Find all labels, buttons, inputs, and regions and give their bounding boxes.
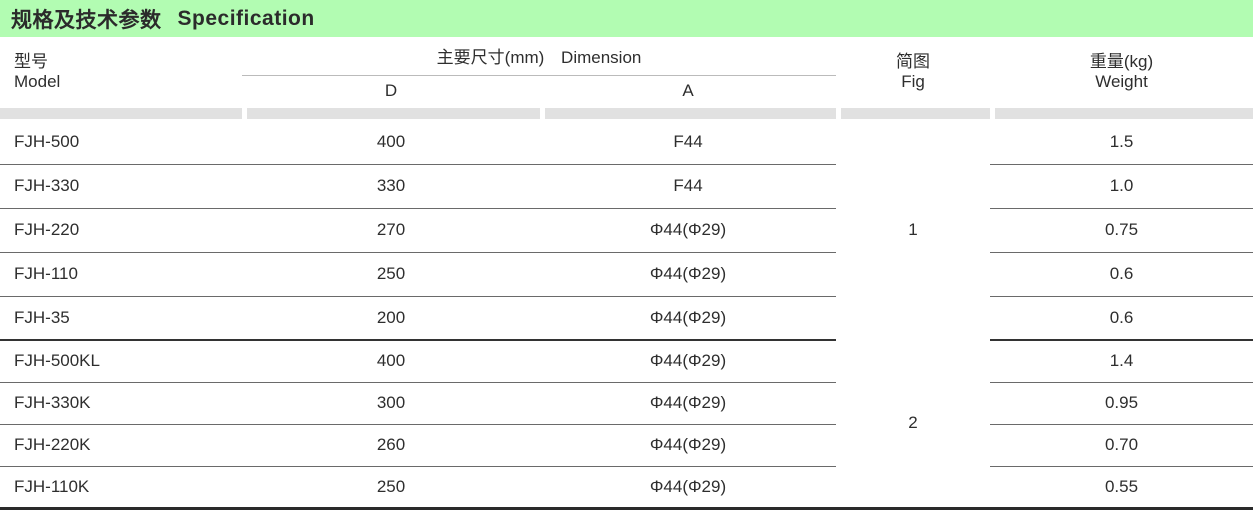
table-header: 型号 Model 主要尺寸(mm) Dimension 简图 Fig 重量(kg…: [0, 37, 1253, 120]
column-header-model-cn: 型号: [14, 52, 48, 71]
weight-cell: 1.5: [990, 120, 1253, 165]
column-header-model-en: Model: [14, 72, 61, 91]
column-header-fig: 简图 Fig: [836, 37, 990, 107]
column-header-model: 型号 Model: [0, 37, 242, 107]
column-header-dimension: 主要尺寸(mm) Dimension: [242, 37, 837, 76]
column-header-a: A: [682, 81, 694, 101]
model-cell: FJH-35: [0, 296, 242, 341]
divider-segment: [995, 108, 1253, 119]
column-header-weight: 重量(kg) Weight: [990, 37, 1253, 107]
weight-cell: 0.75: [990, 208, 1253, 253]
table-group-fig1: FJH-500 400 F44 1 1.5 FJH-330 330 F44 1.…: [0, 120, 1253, 341]
weight-cell: 1.4: [990, 340, 1253, 383]
table-row: FJH-110 250 Φ44(Φ29) 0.6: [0, 252, 1253, 297]
dimension-a-cell: Φ44(Φ29): [540, 296, 837, 341]
section-title-cn: 规格及技术参数: [11, 8, 162, 32]
section-title-en: Specification: [177, 6, 315, 30]
dimension-d-cell: 330: [242, 164, 540, 209]
dimension-a-cell: F44: [540, 164, 837, 209]
dimension-a-cell: Φ44(Φ29): [540, 382, 837, 425]
dimension-d-cell: 270: [242, 208, 540, 253]
column-header-fig-en: Fig: [901, 72, 925, 91]
weight-cell: 0.6: [990, 296, 1253, 341]
model-cell: FJH-220: [0, 208, 242, 253]
dimension-a-cell: F44: [540, 120, 837, 165]
column-header-d: D: [384, 81, 398, 101]
column-header-dimension-cn: 主要尺寸(mm): [436, 48, 545, 68]
table-row: FJH-330 330 F44 1.0: [0, 164, 1253, 209]
dimension-a-cell: Φ44(Φ29): [540, 340, 837, 383]
table-group-fig2: FJH-500KL 400 Φ44(Φ29) 2 1.4 FJH-330K 30…: [0, 340, 1253, 508]
model-cell: FJH-110: [0, 252, 242, 297]
weight-cell: 1.0: [990, 164, 1253, 209]
divider-segment: [247, 108, 540, 119]
table-row: FJH-220K 260 Φ44(Φ29) 0.70: [0, 424, 1253, 467]
specification-table: 型号 Model 主要尺寸(mm) Dimension 简图 Fig 重量(kg…: [0, 37, 1253, 510]
header-divider-band: [0, 107, 1253, 120]
dimension-a-cell: Φ44(Φ29): [540, 252, 837, 297]
dimension-a-cell: Φ44(Φ29): [540, 208, 837, 253]
column-header-weight-cn: 重量(kg): [1089, 52, 1154, 71]
table-row: FJH-500 400 F44 1 1.5: [0, 120, 1253, 239]
fig-cell: 1: [908, 220, 918, 239]
dimension-d-cell: 250: [242, 252, 540, 297]
fig-cell: 2: [908, 413, 918, 433]
dimension-d-cell: 400: [242, 340, 540, 383]
weight-cell: 0.55: [1104, 476, 1139, 496]
table-row: FJH-35 200 Φ44(Φ29) 0.6: [0, 296, 1253, 341]
divider-segment: [841, 108, 991, 119]
model-cell: FJH-500KL: [0, 340, 242, 383]
weight-cell: 0.70: [990, 424, 1253, 467]
model-cell: FJH-500: [0, 120, 242, 165]
dimension-d-cell: 300: [242, 382, 540, 425]
weight-cell: 0.95: [990, 382, 1253, 425]
dimension-d-cell: 260: [242, 424, 540, 467]
column-header-fig-cn: 简图: [896, 52, 931, 71]
table-row: FJH-330K 300 Φ44(Φ29) 0.95: [0, 382, 1253, 425]
dimension-a-cell: Φ44(Φ29): [540, 424, 837, 467]
dimension-d-cell: 250: [376, 476, 406, 496]
section-title-bar: 规格及技术参数 Specification: [0, 0, 1253, 37]
table-row: FJH-220 270 Φ44(Φ29) 0.75: [0, 208, 1253, 253]
weight-cell: 0.6: [990, 252, 1253, 297]
model-cell: FJH-220K: [0, 424, 242, 467]
column-header-dimension-en: Dimension: [561, 48, 642, 68]
model-cell: FJH-330K: [0, 382, 242, 425]
table-row: FJH-110K 250 Φ44(Φ29) 0.55: [0, 466, 1253, 508]
divider-segment: [545, 108, 837, 119]
model-cell: FJH-110K: [14, 476, 90, 496]
divider-segment: [0, 108, 242, 119]
table-row: FJH-500KL 400 Φ44(Φ29) 2 1.4: [0, 340, 1253, 432]
dimension-d-cell: 200: [242, 296, 540, 341]
column-header-weight-en: Weight: [1095, 72, 1148, 91]
model-cell: FJH-330: [0, 164, 242, 209]
dimension-a-cell: Φ44(Φ29): [649, 476, 727, 496]
dimension-d-cell: 400: [242, 120, 540, 165]
